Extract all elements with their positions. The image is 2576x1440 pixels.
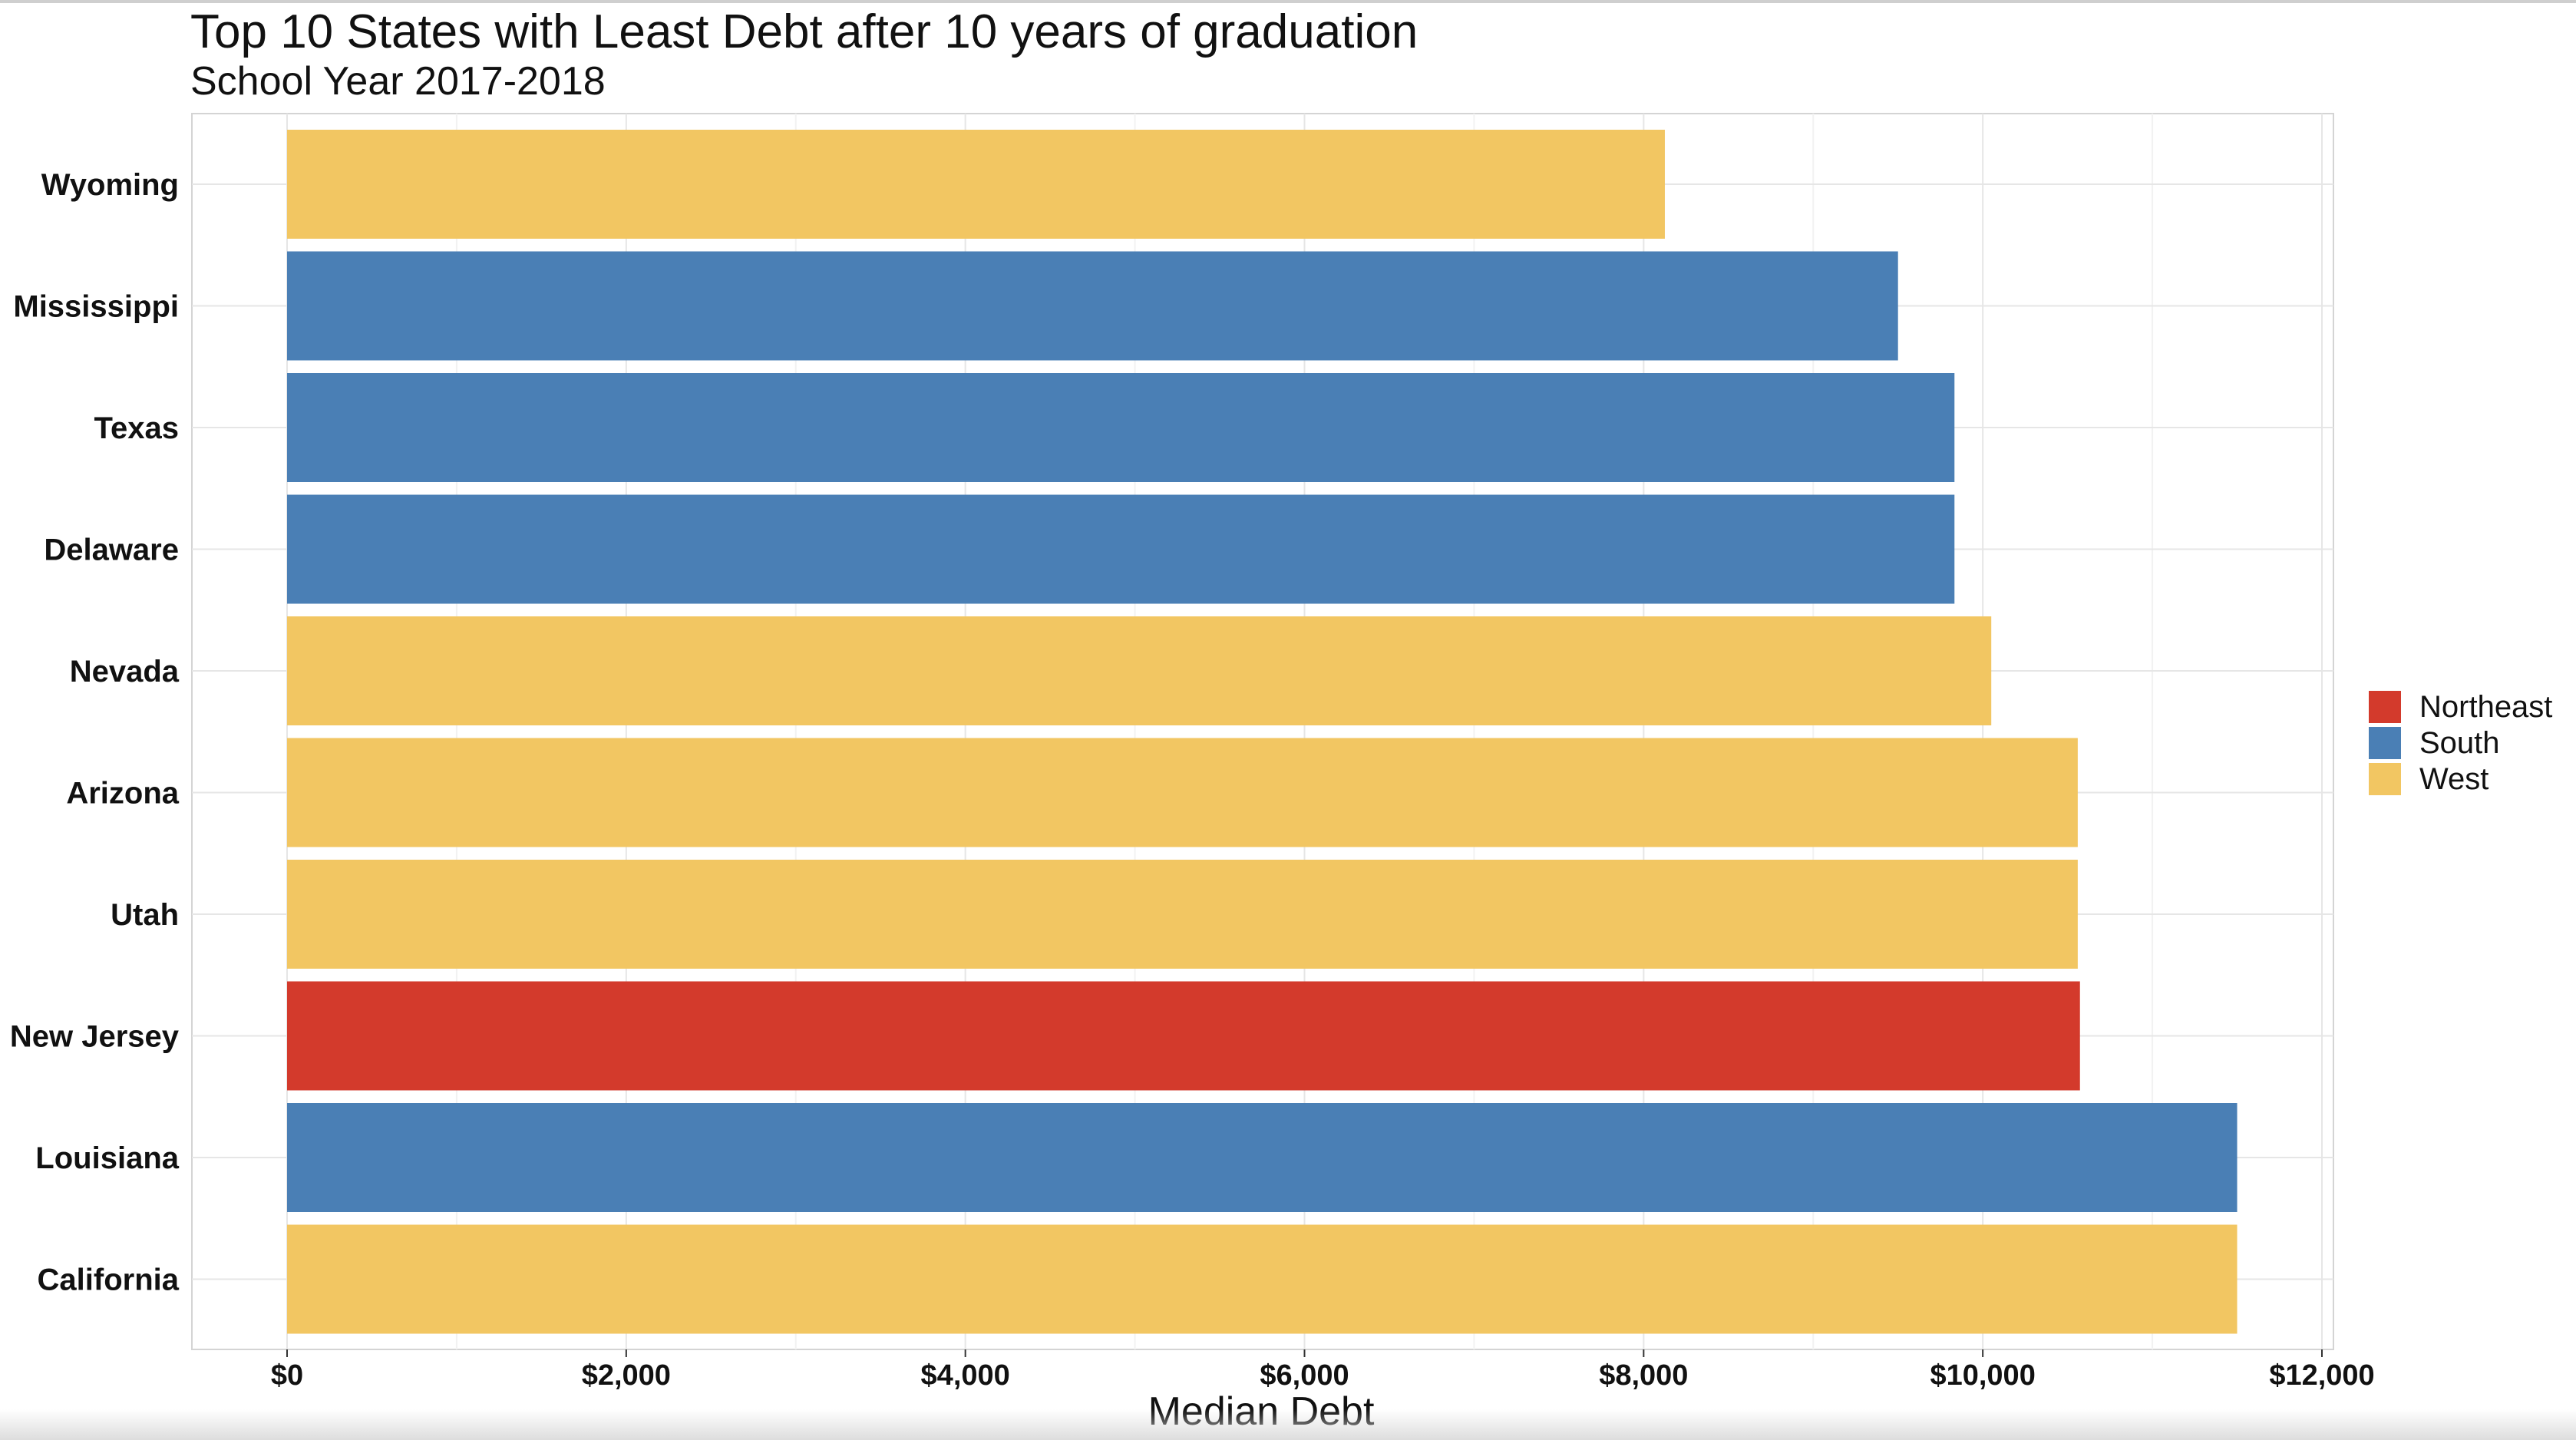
plot-panel [191,113,2334,1350]
x-axis-tick-labels: $0 $2,000 $4,000 $6,000 $8,000 $10,000 $12,000 [271,1349,2375,1392]
legend-label-south: South [2419,726,2500,760]
legend-swatch-northeast [2369,691,2401,723]
legend-label-west: West [2419,762,2488,796]
bar-wyoming [287,130,1665,239]
y-axis-tick-labels: Wyoming Mississippi Texas Delaware Nevada Ari… [10,168,180,1297]
y-tick-label: Arizona [66,777,179,811]
y-tick-label: Delaware [44,533,179,567]
window-bottom-shadow [0,1409,2576,1440]
x-tick-label: $6,000 [1260,1359,1349,1392]
y-tick-label: Louisiana [35,1141,179,1175]
x-tick-label: $2,000 [582,1359,671,1392]
y-tick-label: New Jersey [10,1020,180,1054]
x-tick-label: $4,000 [921,1359,1010,1392]
bar-mississippi [287,251,1898,361]
y-tick-label: Wyoming [41,168,179,202]
x-tick-label: $0 [271,1359,303,1392]
bar-california [287,1224,2237,1334]
legend-label-northeast: Northeast [2419,690,2552,724]
bar-delaware [287,494,1955,604]
bars [287,130,2237,1334]
bar-utah [287,860,2078,969]
y-tick-label: Texas [94,411,179,445]
chart-subtitle: School Year 2017-2018 [190,59,606,104]
x-tick-label: $10,000 [1930,1359,2035,1392]
chart-title: Top 10 States with Least Debt after 10 y… [190,5,1418,58]
y-tick-label: Mississippi [13,290,179,324]
y-tick-label: Nevada [70,655,180,689]
y-tick-label: Utah [111,898,179,932]
legend-swatch-west [2369,763,2401,795]
bar-texas [287,373,1955,482]
x-tick-label: $12,000 [2269,1359,2374,1392]
legend-swatch-south [2369,727,2401,759]
bar-new-jersey [287,981,2080,1091]
x-tick-label: $8,000 [1599,1359,1688,1392]
bar-arizona [287,738,2078,847]
y-tick-label: California [38,1263,180,1297]
bar-louisiana [287,1103,2237,1212]
bar-nevada [287,616,1992,725]
window-top-border [0,0,2576,3]
